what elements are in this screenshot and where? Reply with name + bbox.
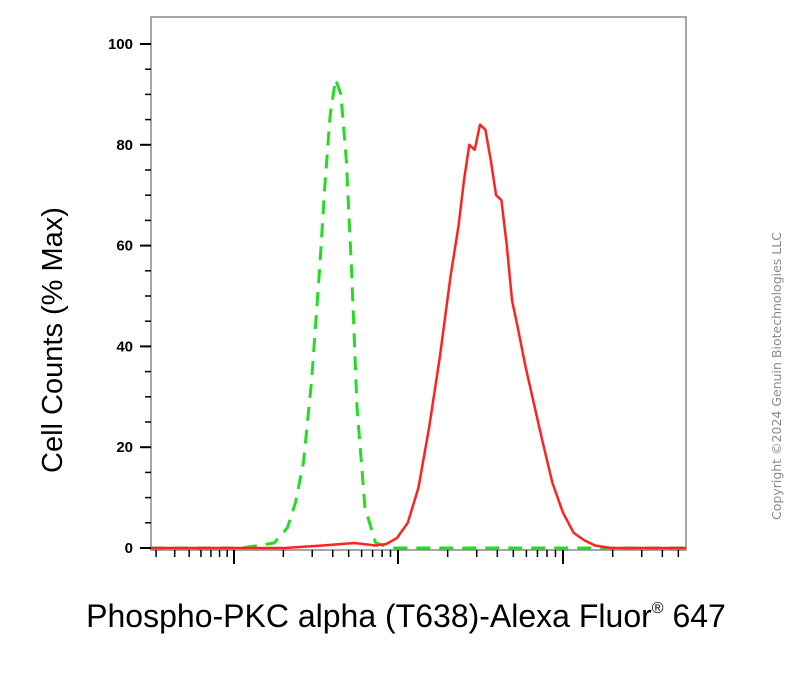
y-tick-label: 20 — [116, 439, 133, 456]
x-axis-label-main: Phospho-PKC alpha (T638)-Alexa Fluor — [86, 598, 652, 634]
y-tick-label: 100 — [108, 36, 133, 53]
control-histogram-line — [151, 77, 686, 550]
plot-frame — [150, 16, 687, 551]
x-axis — [155, 550, 680, 564]
y-tick-label: 0 — [125, 540, 133, 557]
series-group — [151, 77, 686, 550]
x-axis-label-sup: ® — [651, 600, 664, 618]
y-tick-label: 40 — [116, 338, 133, 355]
x-axis-label: Phospho-PKC alpha (T638)-Alexa Fluor® 64… — [0, 598, 812, 635]
x-axis-label-end: 647 — [663, 598, 726, 634]
copyright-text: Copyright ©2024 Genuin Biotechnologies L… — [769, 232, 784, 520]
y-axis-label: Cell Counts (% Max) — [37, 207, 69, 473]
y-axis: 0 20 40 60 80 100 — [108, 36, 151, 557]
y-tick-label: 80 — [116, 137, 133, 154]
y-tick-label: 60 — [116, 238, 133, 255]
stained-histogram-line — [151, 123, 686, 550]
